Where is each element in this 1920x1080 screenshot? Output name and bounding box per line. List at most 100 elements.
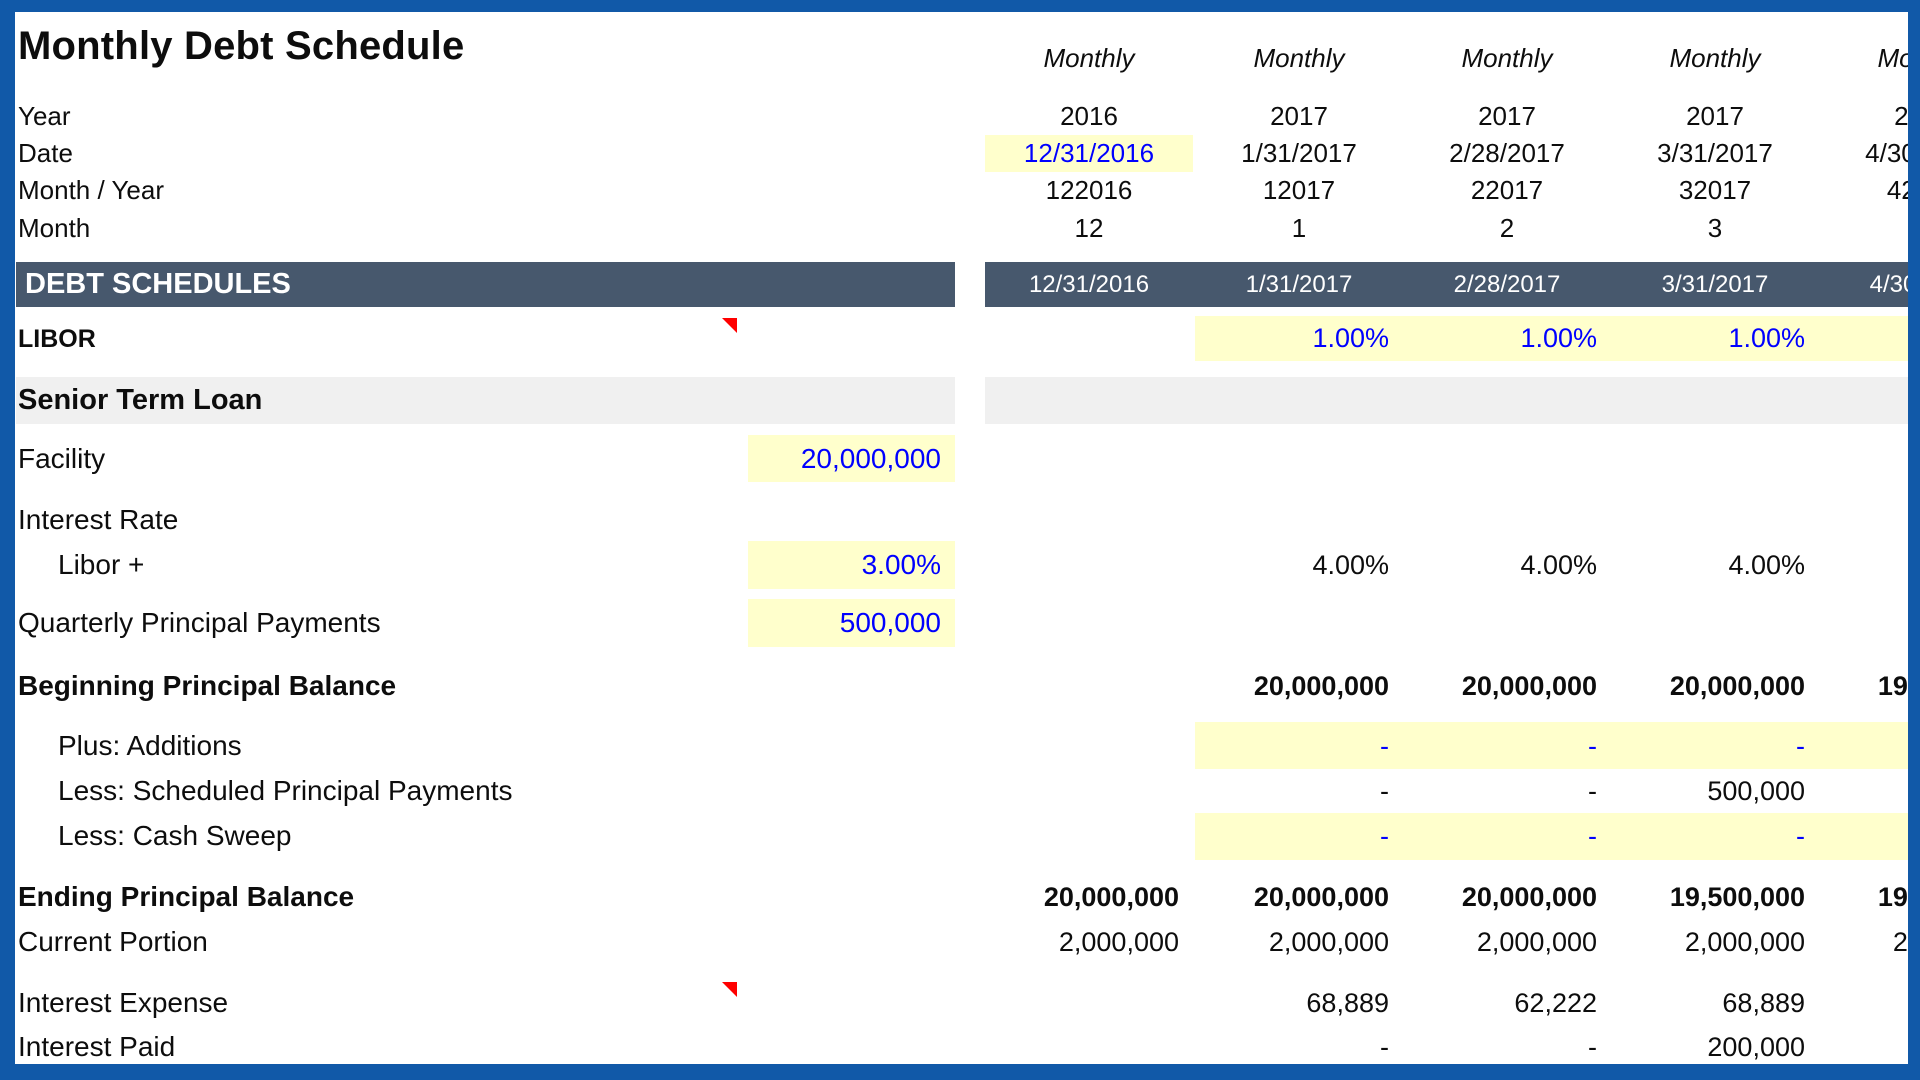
window-border-bottom <box>0 1064 1920 1080</box>
date-cell: 4/30/2017 <box>1865 138 1908 168</box>
additions-input-band <box>1195 722 1908 769</box>
year-cell: 2016 <box>1060 101 1118 131</box>
senior-term-loan-band: Senior Term Loan <box>16 377 955 424</box>
ending-balance-cell: 20,000,000 <box>1253 882 1389 912</box>
date-input-cell[interactable]: 12/31/2016 <box>985 135 1193 172</box>
comment-indicator-icon <box>722 318 737 333</box>
period-column-4: Monthly 2017 3/31/2017 32017 3 3/31/2017… <box>1611 0 1819 1064</box>
date-cell: 2/28/2017 <box>1449 138 1565 168</box>
window-border-left <box>0 0 15 1080</box>
interest-rate-cell: 4.00% <box>1728 550 1805 580</box>
interest-expense-cell: 68,889 <box>1722 988 1805 1018</box>
interest-expense-cell: 62,222 <box>1514 988 1597 1018</box>
quarterly-principal-input-cell[interactable]: 500,000 <box>748 599 955 647</box>
header-date-cell: 2/28/2017 <box>1453 271 1561 298</box>
interest-paid-cell: - <box>1588 1032 1597 1062</box>
current-portion-cell: 2,000,000 <box>1476 927 1597 957</box>
facility-label: Facility <box>18 443 106 474</box>
header-date-cell: 3/31/2017 <box>1661 271 1769 298</box>
row-label-month: Month <box>18 213 91 243</box>
year-cell: 2017 <box>1270 101 1328 131</box>
quarterly-principal-label: Quarterly Principal Payments <box>18 607 381 638</box>
period-type-label: Monthly <box>1461 43 1553 73</box>
additions-input-cell[interactable]: - <box>1380 731 1389 761</box>
debt-schedules-header-bar: DEBT SCHEDULES <box>16 262 955 307</box>
additions-input-cell[interactable]: - <box>1796 731 1805 761</box>
interest-paid-cell: - <box>1380 1032 1389 1062</box>
period-type-label: Monthly <box>1043 43 1135 73</box>
libor-input-cell[interactable]: 1.00% <box>1728 323 1805 353</box>
month-year-cell: 12017 <box>1262 175 1336 205</box>
scheduled-payment-cell: - <box>1380 776 1389 806</box>
month-cell: 1 <box>1291 213 1307 243</box>
libor-plus-input-cell[interactable]: 3.00% <box>748 541 955 589</box>
debt-schedules-title: DEBT SCHEDULES <box>25 268 291 300</box>
month-year-cell: 22017 <box>1470 175 1544 205</box>
period-type-label: Monthly <box>1877 43 1908 73</box>
period-type-label: Monthly <box>1669 43 1761 73</box>
ending-balance-cell: 19,500,000 <box>1669 882 1805 912</box>
year-cell: 2017 <box>1894 101 1908 131</box>
period-column-5: Monthly 2017 4/30/2017 42017 4 4/30/2017… <box>1819 0 1908 1064</box>
ending-balance-cell: 19,500,000 <box>1877 882 1908 912</box>
period-column-1: Monthly 2016 12/31/2016 122016 12 12/31/… <box>985 0 1193 1064</box>
less-scheduled-label: Less: Scheduled Principal Payments <box>58 775 513 806</box>
month-year-cell: 32017 <box>1678 175 1752 205</box>
month-cell: 3 <box>1707 213 1723 243</box>
beginning-balance-cell: 19,500,000 <box>1877 671 1908 701</box>
interest-rate-cell: 4.00% <box>1520 550 1597 580</box>
cash-sweep-input-band <box>1195 813 1908 860</box>
interest-rate-cell: 4.00% <box>1312 550 1389 580</box>
senior-term-loan-title: Senior Term Loan <box>18 384 263 416</box>
header-date-cell: 4/30/2017 <box>1869 271 1908 298</box>
window-border-top <box>0 0 1920 12</box>
header-date-cell: 1/31/2017 <box>1245 271 1353 298</box>
facility-value: 20,000,000 <box>800 443 941 474</box>
cash-sweep-input-cell[interactable]: - <box>1588 821 1597 851</box>
quarterly-principal-value: 500,000 <box>839 607 941 638</box>
year-cell: 2017 <box>1686 101 1744 131</box>
facility-input-cell[interactable]: 20,000,000 <box>748 435 955 482</box>
libor-input-cell[interactable]: 1.00% <box>1520 323 1597 353</box>
interest-paid-cell: 200,000 <box>1707 1032 1805 1062</box>
comment-indicator-icon <box>722 982 737 997</box>
row-label-month-year: Month / Year <box>18 175 164 205</box>
period-column-2: Monthly 2017 1/31/2017 12017 1 1/31/2017… <box>1195 0 1403 1064</box>
window-border-right <box>1908 0 1920 1080</box>
period-column-3: Monthly 2017 2/28/2017 22017 2 2/28/2017… <box>1403 0 1611 1064</box>
month-cell: 12 <box>1074 213 1104 243</box>
libor-plus-label: Libor + <box>58 549 145 580</box>
ending-balance-cell: 20,000,000 <box>1043 882 1179 912</box>
row-label-date: Date <box>18 138 73 168</box>
cash-sweep-input-cell[interactable]: - <box>1380 821 1389 851</box>
libor-plus-value: 3.00% <box>861 549 941 580</box>
current-portion-label: Current Portion <box>18 926 208 957</box>
beginning-balance-cell: 20,000,000 <box>1461 671 1597 701</box>
year-cell: 2017 <box>1478 101 1536 131</box>
data-pane: Monthly 2016 12/31/2016 122016 12 12/31/… <box>985 0 1908 1064</box>
additions-input-cell[interactable]: - <box>1588 731 1597 761</box>
date-cell: 1/31/2017 <box>1241 138 1357 168</box>
current-portion-cell: 2,000,000 <box>1058 927 1179 957</box>
header-date-cell: 12/31/2016 <box>1028 271 1150 298</box>
month-cell: 2 <box>1499 213 1515 243</box>
scheduled-payment-cell: 500,000 <box>1707 776 1805 806</box>
current-portion-cell: 2,000,000 <box>1892 927 1908 957</box>
libor-input-band <box>1195 316 1908 361</box>
interest-expense-label: Interest Expense <box>18 987 229 1018</box>
libor-label: LIBOR <box>18 325 96 353</box>
plus-additions-label: Plus: Additions <box>58 730 242 761</box>
cash-sweep-input-cell[interactable]: - <box>1796 821 1805 851</box>
less-cash-sweep-label: Less: Cash Sweep <box>58 820 292 851</box>
libor-input-cell[interactable]: 1.00% <box>1312 323 1389 353</box>
ending-balance-cell: 20,000,000 <box>1461 882 1597 912</box>
header-date-bar <box>985 262 1908 307</box>
beginning-balance-label: Beginning Principal Balance <box>18 670 397 701</box>
beginning-balance-cell: 20,000,000 <box>1669 671 1805 701</box>
month-year-cell: 122016 <box>1045 175 1133 205</box>
current-portion-cell: 2,000,000 <box>1268 927 1389 957</box>
senior-term-loan-band-right <box>985 377 1908 424</box>
interest-expense-cell: 68,889 <box>1306 988 1389 1018</box>
period-type-label: Monthly <box>1253 43 1345 73</box>
